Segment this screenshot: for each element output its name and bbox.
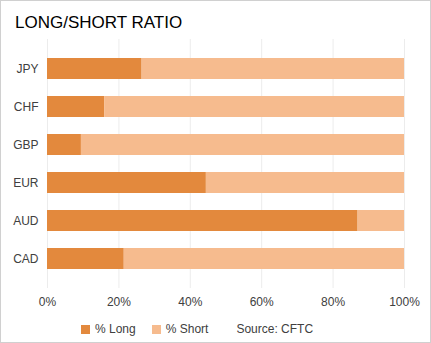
svg-text:CHF: CHF — [14, 100, 39, 114]
html-text:Source: CFTC: Source: CFTC — [236, 322, 314, 336]
svg-text:20%: 20% — [107, 295, 131, 309]
html-text:LONG/SHORT RATIO: LONG/SHORT RATIO — [15, 13, 183, 32]
svg-text:JPY: JPY — [16, 62, 38, 76]
svg-text:80%: 80% — [321, 295, 345, 309]
html-text:% Short: % Short — [165, 322, 209, 336]
svg-text:100%: 100% — [389, 295, 420, 309]
html-text:% Long: % Long — [95, 322, 136, 336]
svg-text:CAD: CAD — [13, 252, 39, 266]
svg-text:0%: 0% — [39, 295, 57, 309]
svg-text:40%: 40% — [178, 295, 202, 309]
svg-text:AUD: AUD — [13, 214, 39, 228]
svg-text:EUR: EUR — [13, 176, 39, 190]
svg-text:GBP: GBP — [13, 138, 38, 152]
svg-text:60%: 60% — [250, 295, 274, 309]
